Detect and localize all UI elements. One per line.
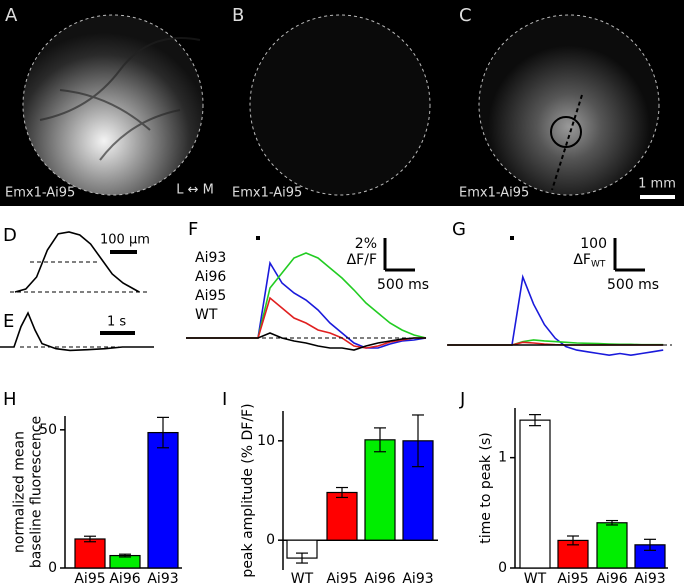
trace [0, 311, 154, 352]
scale-label: 1 s [107, 315, 126, 330]
y-tick-label: 0 [498, 560, 507, 576]
scale-label: WT [591, 260, 606, 270]
y-axis-label: baseline fluorescence [29, 416, 45, 568]
panel-label: C [459, 5, 472, 26]
bar [519, 419, 551, 569]
scale-label: 1 mm [638, 177, 676, 192]
error-bar [296, 552, 308, 564]
stimulus [256, 236, 260, 240]
scale-label: 100 [580, 236, 607, 252]
panel-label: F [188, 219, 198, 240]
trace [14, 231, 140, 293]
legend-entry: Ai93 [195, 250, 226, 266]
scale-label: 100 µm [100, 233, 150, 248]
error-bar [644, 538, 656, 551]
y-axis-label: peak amplitude (% DF/F) [240, 403, 256, 577]
panel-label: G [452, 219, 466, 240]
y-tick-label: 0 [266, 532, 275, 548]
error-bar [84, 535, 96, 543]
bar [147, 431, 179, 569]
scale-label: ΔF [573, 252, 591, 268]
x-tick-label: Ai95 [557, 571, 588, 587]
error-bar [567, 535, 579, 546]
panel-label: B [232, 5, 244, 26]
caption: Emx1-Ai95 [459, 186, 529, 201]
stimulus [510, 236, 514, 240]
image-b [249, 14, 431, 196]
image-a [22, 14, 204, 196]
panel-label: H [3, 389, 17, 410]
error-bar [157, 416, 169, 449]
panel-label: D [3, 225, 17, 246]
panel-label: I [222, 389, 227, 410]
x-tick-label: Ai96 [109, 571, 140, 587]
y-tick-label: 10 [257, 433, 275, 449]
panel-label: J [459, 389, 465, 410]
bar [74, 538, 106, 569]
panel-label: E [3, 311, 14, 332]
y-axis-label: normalized mean [12, 431, 28, 553]
y-axis-label: time to peak (s) [478, 432, 494, 543]
legend-entry: Ai96 [195, 269, 226, 285]
x-tick-label: Ai95 [74, 571, 105, 587]
error-bar [374, 427, 386, 453]
x-tick-label: WT [524, 571, 547, 587]
scale-label: 500 ms [607, 277, 659, 293]
orientation: L ↔ M [176, 183, 214, 198]
error-bar [529, 414, 541, 427]
y-tick-label: 0 [48, 560, 57, 576]
scale-label: 500 ms [377, 277, 429, 293]
x-tick-label: Ai93 [147, 571, 178, 587]
error-bar [606, 519, 618, 526]
caption: Emx1-Ai95 [5, 186, 75, 201]
y-tick-label: 1 [498, 450, 507, 466]
error-bar [412, 414, 424, 468]
legend-entry: WT [195, 307, 218, 323]
x-tick-label: Ai96 [596, 571, 627, 587]
x-tick-label: Ai96 [364, 571, 395, 587]
image-c [478, 14, 675, 199]
error-bar [119, 553, 131, 558]
panel-label: A [5, 5, 18, 26]
error-bar [336, 486, 348, 499]
caption: Emx1-Ai95 [232, 186, 302, 201]
x-tick-label: Ai95 [326, 571, 357, 587]
x-tick-label: Ai93 [402, 571, 433, 587]
scale-label: 2% [355, 236, 377, 252]
bar [364, 439, 396, 541]
x-tick-label: WT [291, 571, 314, 587]
bar [326, 491, 358, 541]
x-tick-label: Ai93 [634, 571, 665, 587]
scale-label: ΔF/F [347, 252, 377, 268]
legend-entry: Ai95 [195, 288, 226, 304]
y-tick-label: 50 [39, 422, 57, 438]
trace [186, 332, 426, 351]
bar [596, 522, 628, 569]
